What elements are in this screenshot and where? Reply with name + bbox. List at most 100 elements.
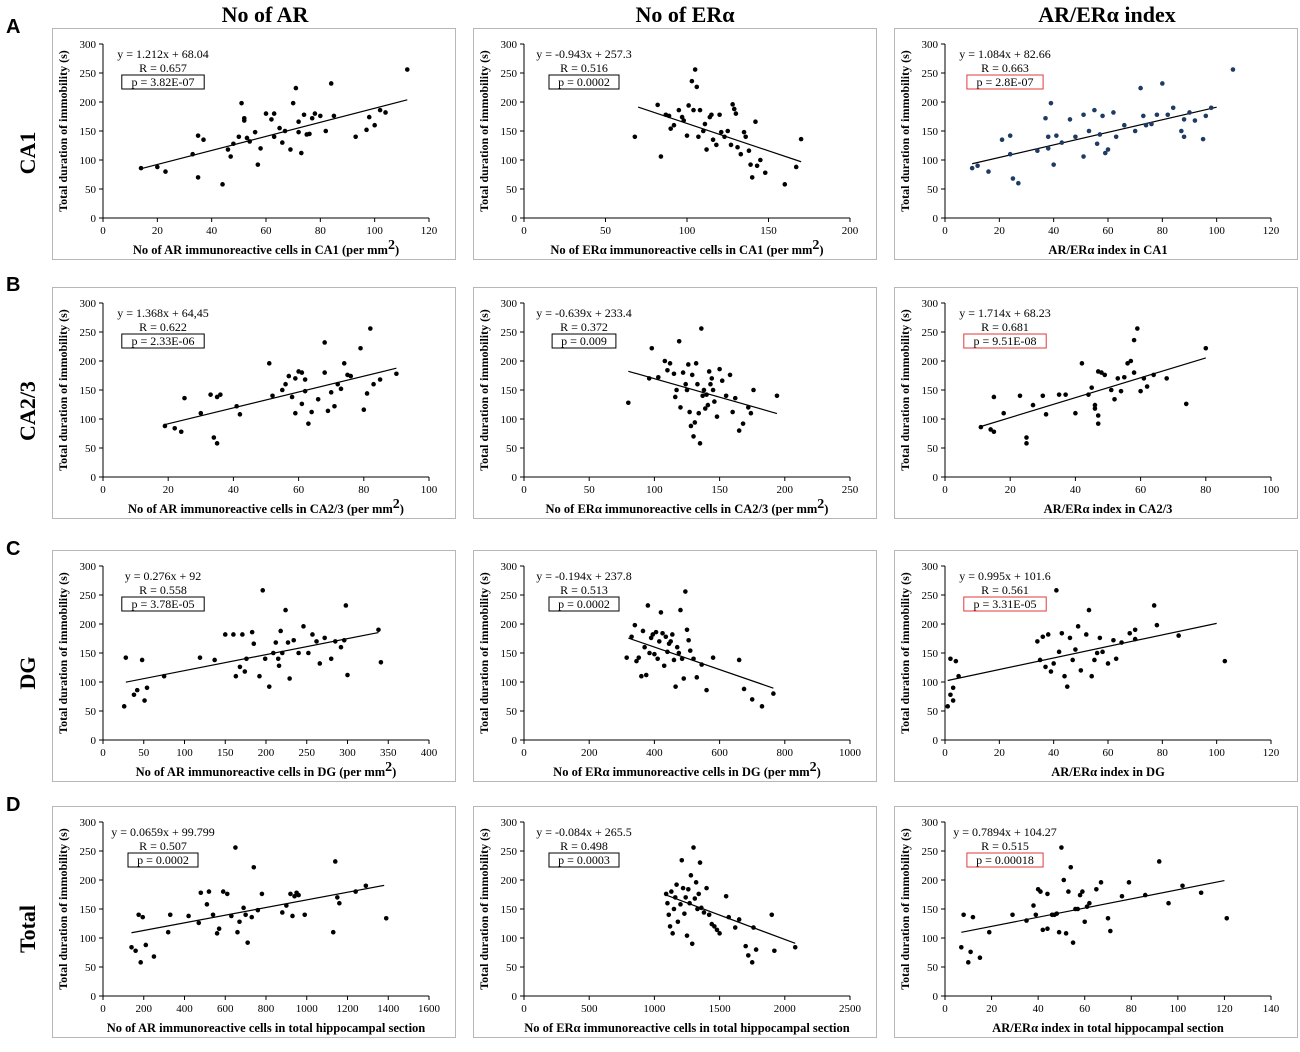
x-axis-label: No of ERα immunoreactive cells in CA1 (p… xyxy=(550,238,823,257)
x-axis-label-tail: ) xyxy=(824,502,828,516)
data-point xyxy=(695,381,700,387)
data-point xyxy=(273,640,279,645)
data-point xyxy=(656,374,661,380)
y-tick-label: 50 xyxy=(85,184,97,196)
data-point xyxy=(1200,136,1206,142)
data-point xyxy=(323,128,329,134)
x-tick-label: 80 xyxy=(1126,1003,1138,1015)
data-point xyxy=(706,369,712,374)
data-point xyxy=(167,912,173,918)
data-point xyxy=(376,627,381,633)
data-point xyxy=(341,637,347,643)
x-tick-label: 100 xyxy=(1170,1003,1187,1015)
data-point xyxy=(1122,374,1127,380)
data-point xyxy=(706,912,712,918)
data-point xyxy=(694,84,700,90)
y-tick-label: 200 xyxy=(80,97,97,109)
data-point xyxy=(702,406,708,411)
data-point xyxy=(735,144,740,150)
data-point xyxy=(233,673,239,679)
data-point xyxy=(1054,133,1059,138)
x-tick-label: 1000 xyxy=(839,747,862,759)
regression-equation: y = 0.0659x + 99.799 xyxy=(111,825,215,839)
data-point xyxy=(361,407,367,413)
data-point xyxy=(299,401,305,407)
scatter-panel-ar-dg: 0 50 100 150 200 250 300 0 50 100 150 200 250 300 350 4… xyxy=(52,550,456,782)
data-point xyxy=(1141,376,1147,381)
data-point xyxy=(1105,147,1111,152)
x-tick-label: 200 xyxy=(581,747,598,759)
data-point xyxy=(212,657,217,663)
data-point xyxy=(1094,650,1100,656)
data-point xyxy=(1092,107,1097,113)
data-point xyxy=(1030,402,1036,408)
data-point xyxy=(1075,624,1081,629)
data-point xyxy=(748,410,754,416)
data-point xyxy=(650,632,656,637)
data-point xyxy=(1128,358,1134,364)
y-tick-label: 150 xyxy=(80,904,97,916)
data-point xyxy=(284,903,289,908)
x-tick-label: 250 xyxy=(842,484,859,496)
y-tick-label: 150 xyxy=(922,385,939,397)
p-value-box xyxy=(966,74,1044,90)
regression-equation: y = 1.212x + 68.04 xyxy=(117,47,209,61)
data-point xyxy=(676,650,682,656)
data-point xyxy=(1037,657,1043,663)
data-point xyxy=(1035,148,1040,154)
data-point xyxy=(220,182,225,187)
y-tick-label: 0 xyxy=(91,735,97,747)
data-point xyxy=(645,603,651,608)
data-point xyxy=(258,146,263,151)
y-tick-label: 50 xyxy=(506,962,518,974)
data-point xyxy=(751,387,756,393)
data-point xyxy=(670,931,675,936)
x-tick-label: 800 xyxy=(777,747,794,759)
scatter-plot-svg: 0 50 100 150 200 250 300 0 50 100 150 200 250 300 350 4… xyxy=(56,561,438,779)
x-axis-label-tail: ) xyxy=(392,765,396,779)
data-point xyxy=(277,125,282,131)
data-point xyxy=(754,163,760,169)
data-point xyxy=(700,393,705,399)
y-tick-label: 100 xyxy=(501,414,518,426)
y-tick-label: 250 xyxy=(501,327,518,339)
y-tick-label: 50 xyxy=(506,184,518,196)
data-point xyxy=(704,147,709,152)
x-tick-label: 140 xyxy=(1263,1003,1280,1015)
data-point xyxy=(196,920,202,926)
correlation-coefficient: R = 0.561 xyxy=(981,583,1029,597)
x-tick-label: 150 xyxy=(217,747,234,759)
data-point xyxy=(143,942,149,948)
data-point xyxy=(251,641,257,647)
x-tick-label: 120 xyxy=(1263,225,1280,237)
data-point xyxy=(965,960,971,965)
data-point xyxy=(665,900,670,906)
scatter-plot-svg: 0 50 100 150 200 250 300 0 20 40 60 80 100 120 Total d… xyxy=(56,39,438,257)
x-tick-label: 100 xyxy=(679,225,696,237)
data-point xyxy=(988,427,993,432)
data-point xyxy=(1092,657,1097,663)
data-point xyxy=(646,376,652,381)
data-point xyxy=(363,883,369,889)
x-axis-label-text: AR/ERα index in CA2/3 xyxy=(1044,502,1173,516)
y-tick-label: 0 xyxy=(933,735,939,747)
data-point xyxy=(1054,588,1059,593)
data-point xyxy=(769,912,775,918)
data-point xyxy=(699,326,704,331)
data-point xyxy=(290,913,295,919)
data-point xyxy=(280,387,285,393)
data-point xyxy=(1031,903,1036,908)
data-point xyxy=(748,162,753,167)
regression-line xyxy=(961,879,1225,933)
data-point xyxy=(1099,370,1104,375)
p-value: p = 9.51E-08 xyxy=(973,334,1036,348)
data-point xyxy=(1092,406,1098,411)
data-point xyxy=(1051,661,1056,666)
data-point xyxy=(1138,85,1143,91)
y-tick-label: 150 xyxy=(80,385,97,397)
data-point xyxy=(328,81,334,86)
data-point xyxy=(353,889,358,894)
data-point xyxy=(1068,864,1074,870)
data-point xyxy=(1131,337,1137,343)
x-axis-label-superscript: 2 xyxy=(810,760,817,775)
